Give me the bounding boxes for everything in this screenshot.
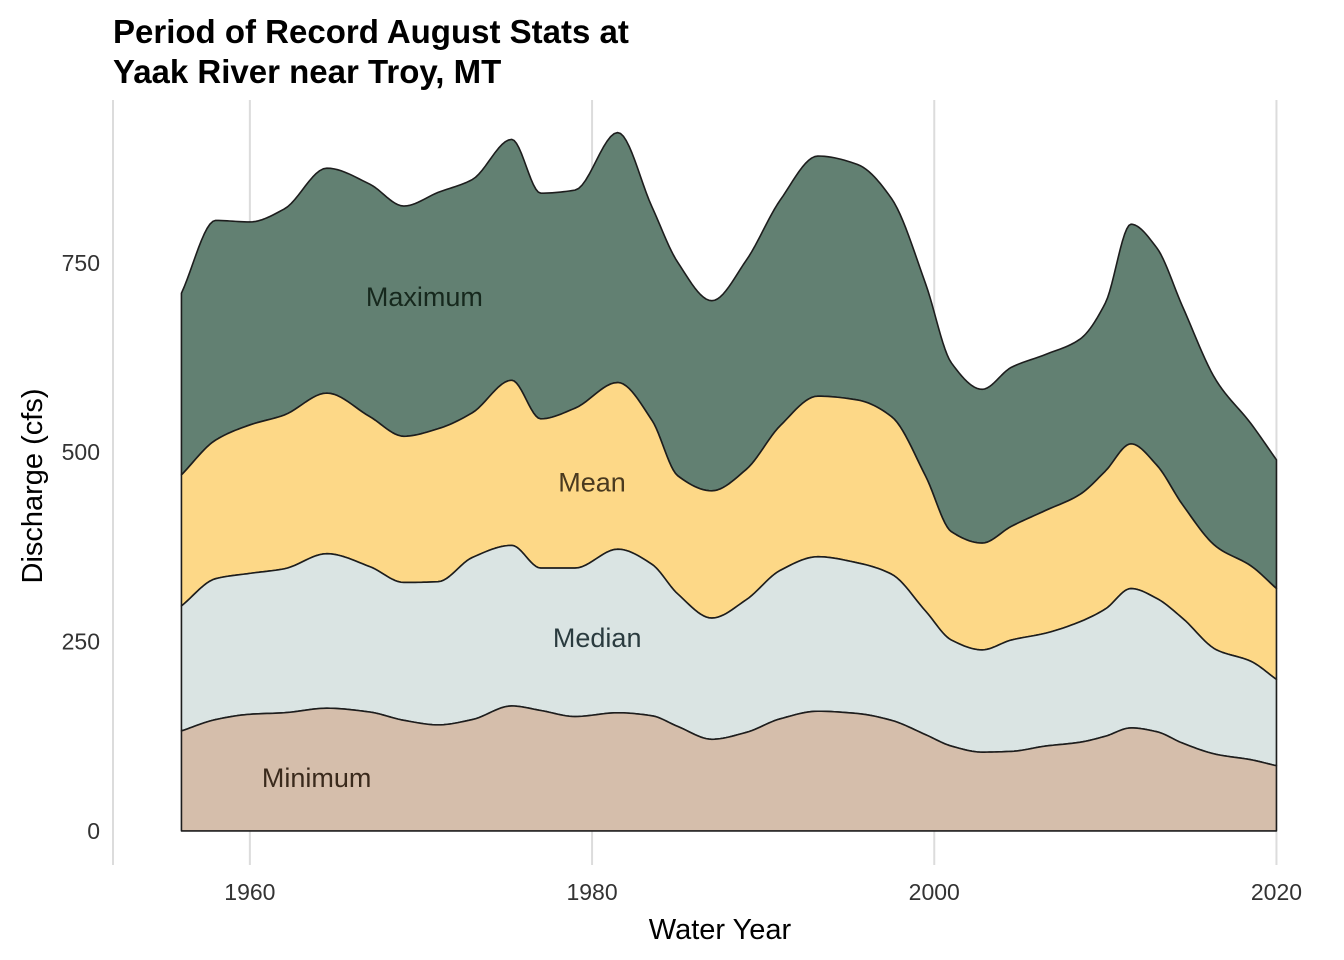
x-tick-labels: 1960 1980 2000 2020 — [224, 879, 1302, 905]
label-mean: Mean — [558, 468, 626, 498]
label-maximum: Maximum — [366, 282, 483, 312]
y-tick-500: 500 — [62, 439, 100, 465]
label-median: Median — [553, 623, 642, 653]
y-tick-750: 750 — [62, 250, 100, 276]
y-tick-250: 250 — [62, 629, 100, 655]
series-labels: Maximum Mean Median Minimum — [262, 282, 642, 793]
area-minimum — [180, 705, 1278, 832]
chart-title-line-1: Period of Record August Stats at — [113, 13, 629, 50]
y-tick-labels: 0 250 500 750 — [62, 250, 100, 844]
chart-title: Period of Record August Stats at Yaak Ri… — [113, 12, 629, 92]
chart-title-line-2: Yaak River near Troy, MT — [113, 53, 502, 90]
label-minimum: Minimum — [262, 763, 372, 793]
x-tick-1960: 1960 — [224, 879, 275, 905]
x-tick-2000: 2000 — [909, 879, 960, 905]
y-axis-title: Discharge (cfs) — [17, 389, 49, 584]
area-series — [180, 131, 1278, 832]
y-tick-0: 0 — [87, 818, 100, 844]
x-tick-2020: 2020 — [1251, 879, 1302, 905]
x-tick-1980: 1980 — [566, 879, 617, 905]
x-axis-title: Water Year — [649, 914, 792, 946]
